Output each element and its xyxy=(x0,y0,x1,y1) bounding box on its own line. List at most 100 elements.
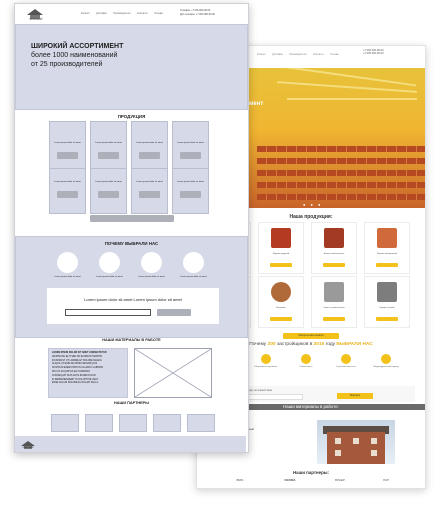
wire-product-card[interactable]: Lorem ipsum dolor sit amet xyxy=(131,168,168,214)
design-works-band xyxy=(197,404,425,410)
wire-works-line: NOSTRUD EXERCITATION ULLAMCO LABORIS xyxy=(52,367,103,370)
wire-card-text: Lorem ipsum dolor sit amet xyxy=(54,181,81,183)
partner-logo[interactable]: ЛСР xyxy=(382,478,390,482)
product-button[interactable] xyxy=(376,317,398,321)
wire-card-button[interactable] xyxy=(139,191,160,198)
design-nav-menu: Каталог Доставка Производители Контакты … xyxy=(257,53,345,56)
wire-product-card[interactable]: Lorem ipsum dolor sit amet xyxy=(49,168,86,214)
wire-product-card[interactable]: Lorem ipsum dolor sit amet xyxy=(172,168,209,214)
design-all-products-button[interactable]: Смотреть весь каталог xyxy=(283,333,339,339)
wire-works-textbox xyxy=(48,348,128,398)
product-button[interactable] xyxy=(270,317,292,321)
wire-why-label: Lorem ipsum dolor sit amet xyxy=(138,276,165,278)
product-image xyxy=(377,228,397,248)
wire-why-label: Lorem ipsum dolor sit amet xyxy=(54,276,81,278)
product-name: Кирпич печной xyxy=(379,307,395,309)
partner-logo[interactable]: KERMA xyxy=(284,478,296,482)
design-menu-item[interactable]: Отзывы xyxy=(330,53,339,56)
why-item-label: Гибкие цены xyxy=(299,366,313,368)
wire-partner-logo[interactable] xyxy=(119,414,147,432)
why-icon xyxy=(381,354,391,364)
design-subscribe-button[interactable]: Получить xyxy=(337,393,373,399)
design-product-card[interactable]: Блоки газобетонные xyxy=(311,222,357,274)
wire-card-button[interactable] xyxy=(57,152,78,159)
why-text: Почему xyxy=(249,342,267,347)
product-image xyxy=(271,228,291,248)
product-button[interactable] xyxy=(323,317,345,321)
why-item-label: Широкий ассортимент xyxy=(254,366,278,368)
product-image xyxy=(377,282,397,302)
wire-card-text: Lorem ipsum dolor sit amet xyxy=(95,142,122,144)
wire-logo-text: КРАСНЫЙ xyxy=(29,18,43,21)
wire-card-button[interactable] xyxy=(180,191,201,198)
wire-email-input[interactable] xyxy=(65,309,151,316)
design-product-card[interactable]: Кирпич рядовой xyxy=(258,222,304,274)
wire-card-text: Lorem ipsum dolor sit amet xyxy=(136,181,163,183)
design-product-card[interactable]: Кирпич печной xyxy=(364,276,410,328)
wire-why-icon xyxy=(183,252,204,273)
wire-card-text: Lorem ipsum dolor sit amet xyxy=(95,181,122,183)
wire-partner-logo[interactable] xyxy=(187,414,215,432)
wire-nav-menu: Каталог Доставка Производители Контакты … xyxy=(81,12,163,15)
wire-footer xyxy=(15,436,246,452)
wire-card-button[interactable] xyxy=(98,152,119,159)
wire-menu-item[interactable]: Каталог xyxy=(81,12,90,15)
wire-card-button[interactable] xyxy=(180,152,201,159)
wire-works-line: ALIQUA UT ENIM AD MINIM VENIAM QUIS xyxy=(52,363,98,366)
wire-all-products-button[interactable] xyxy=(90,215,174,222)
wire-card-button[interactable] xyxy=(98,191,119,198)
design-why-title: Почему 200 застройщиков в 2015 году ВЫБР… xyxy=(197,342,425,347)
partner-logo[interactable]: БРАЕР xyxy=(335,478,345,482)
product-image xyxy=(324,228,344,248)
wire-card-button[interactable] xyxy=(139,152,160,159)
why-icon xyxy=(341,354,351,364)
wire-menu-item[interactable]: Контакты xyxy=(137,12,148,15)
wire-partner-logo[interactable] xyxy=(85,414,113,432)
wire-phones: Телефон: +7 000 000-00-00 Доп.телефон: +… xyxy=(180,9,215,17)
wire-image-placeholder[interactable] xyxy=(134,348,212,398)
wire-works-list: LOREM IPSUM DOLOR SIT AMET CONSECTETUR A… xyxy=(52,352,124,386)
design-product-card[interactable]: Кирпич клинкерный xyxy=(364,222,410,274)
design-product-card[interactable]: Смеси строительные xyxy=(311,276,357,328)
product-name: Кирпич рядовой xyxy=(272,253,290,255)
wire-products-title: ПРОДУКЦИЯ xyxy=(117,114,146,119)
design-phones: +7 000 000-00-00 +7 000 000-00-00 xyxy=(363,49,384,56)
wire-menu-item[interactable]: Производители xyxy=(113,12,131,15)
wire-works-line: ADIPISCING ELIT SED DO EIUSMOD TEMPOR xyxy=(52,355,102,358)
wire-hero xyxy=(15,24,248,110)
wire-partner-logo[interactable] xyxy=(51,414,79,432)
design-menu-item[interactable]: Доставка xyxy=(272,53,283,56)
wire-product-card[interactable]: Lorem ipsum dolor sit amet xyxy=(90,168,127,214)
design-menu-item[interactable]: Контакты xyxy=(313,53,324,56)
wire-works-line: INCIDIDUNT UT LABORE ET DOLORE MAGNA xyxy=(52,359,102,362)
design-slider-dots[interactable]: ● ● ● xyxy=(303,202,323,207)
design-products-title: Наша продукция: xyxy=(289,214,333,220)
design-menu-item[interactable]: Производители xyxy=(289,53,307,56)
wire-footer-logo-text: КРАСНЫЙ xyxy=(22,447,34,449)
design-header xyxy=(197,46,425,68)
wire-works-line: IN REPREHENDERIT IN VOLUPTATE VELIT xyxy=(52,378,99,381)
wire-subscribe-button[interactable] xyxy=(157,309,191,316)
wire-menu-item[interactable]: Отзывы xyxy=(154,12,163,15)
wire-subscribe-text: Lorem ipsum dolor sit amet Lorem ipsum d… xyxy=(84,297,182,302)
wire-card-text: Lorem ipsum dolor sit amet xyxy=(177,142,204,144)
wire-card-text: Lorem ipsum dolor sit amet xyxy=(177,181,204,183)
house-wall xyxy=(327,432,385,464)
wire-card-button[interactable] xyxy=(57,191,78,198)
why-number: 200 xyxy=(267,342,276,347)
wire-subscribe-box xyxy=(47,288,219,324)
design-partners-title: Наши партнеры: xyxy=(292,470,330,475)
why-text: году xyxy=(325,342,336,347)
wire-why-icon xyxy=(99,252,120,273)
product-button[interactable] xyxy=(376,263,398,267)
why-end: ВЫБРАЛИ НАС xyxy=(336,342,373,347)
design-phone: +7 000 000-00-00 xyxy=(363,49,384,52)
partner-logo[interactable]: BRIK xyxy=(236,478,244,482)
product-button[interactable] xyxy=(323,263,345,267)
wire-why-icon xyxy=(141,252,162,273)
product-button[interactable] xyxy=(270,263,292,267)
design-menu-item[interactable]: Каталог xyxy=(257,53,266,56)
design-product-card[interactable]: Керамзит xyxy=(258,276,304,328)
wire-partner-logo[interactable] xyxy=(153,414,181,432)
wire-menu-item[interactable]: Доставка xyxy=(96,12,107,15)
